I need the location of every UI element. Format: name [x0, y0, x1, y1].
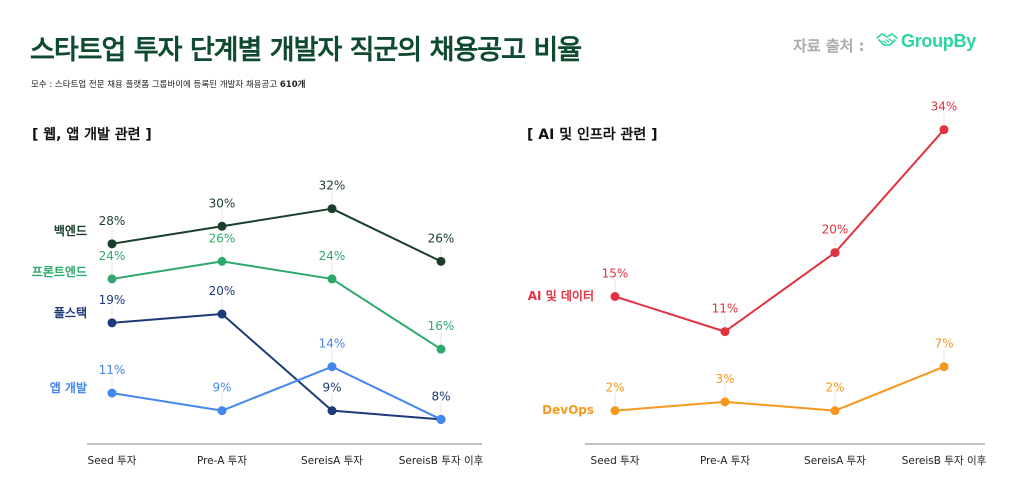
data-point: [720, 397, 730, 407]
data-point: [217, 309, 227, 319]
x-tick-label: SereisB 투자 이후: [902, 455, 987, 467]
data-point: [830, 406, 840, 416]
series-1: 28% 30% 32% 26% 백엔드: [54, 179, 454, 266]
data-point: [610, 291, 620, 301]
data-point: [436, 256, 446, 266]
data-label: 14%: [319, 337, 346, 351]
data-label: 24%: [319, 249, 346, 263]
x-tick-label: SereisA 투자: [301, 455, 363, 467]
groupby-logo-text: GroupBy: [901, 31, 976, 51]
data-label: 9%: [322, 381, 341, 395]
web-app-chart: Seed 투자 Pre-A 투자 SereisA 투자 SereisB 투자 이후 28…: [32, 179, 484, 467]
series-2: 2% 3% 2% 7% DevOps: [542, 337, 953, 417]
sample-size-text: 모수 : 스타트업 전문 채용 플랫폼 그룹바이에 등록된 개발자 채용공고: [31, 80, 280, 90]
data-point: [217, 256, 227, 266]
data-label: 7%: [934, 337, 953, 351]
data-point: [327, 274, 337, 284]
data-label: 11%: [712, 302, 739, 316]
data-label: 11%: [99, 363, 126, 377]
data-point: [939, 362, 949, 372]
data-label: 2%: [605, 381, 624, 395]
data-label: 28%: [99, 214, 126, 228]
data-point: [327, 204, 337, 214]
ai-infra-section-title: [ AI 및 인프라 관련 ]: [527, 127, 658, 143]
series-1: 15% 11% 20% 34% AI 및 데이터: [528, 100, 958, 337]
series-label: DevOps: [542, 403, 594, 417]
web-app-section-title: [ 웹, 앱 개발 관련 ]: [32, 127, 152, 143]
series-line: [111, 207, 442, 263]
source-label: 자료 출처 :: [793, 37, 865, 55]
data-label: 30%: [209, 196, 236, 210]
data-point: [217, 221, 227, 231]
data-label: 2%: [825, 381, 844, 395]
data-point: [830, 248, 840, 258]
data-point: [720, 327, 730, 337]
data-label: 20%: [209, 284, 236, 298]
groupby-logo: GroupBy: [876, 31, 976, 52]
x-tick-label: SereisA 투자: [804, 455, 866, 467]
series-2: 24% 26% 24% 16% 프론트엔드: [32, 231, 455, 354]
series-line: [111, 365, 442, 421]
data-point: [107, 318, 117, 328]
page-title: 스타트업 투자 단계별 개발자 직군의 채용공고 비율: [30, 35, 582, 66]
series-3: 19% 20% 9% 8% 풀스택: [54, 284, 451, 424]
data-point: [107, 239, 117, 249]
data-label: 24%: [99, 249, 126, 263]
sample-size-note: 모수 : 스타트업 전문 채용 플랫폼 그룹바이에 등록된 개발자 채용공고 6…: [31, 78, 305, 90]
series-line: [614, 365, 945, 412]
x-tick-label: Pre-A 투자: [197, 455, 247, 467]
series-label: 풀스택: [54, 305, 87, 320]
data-point: [436, 414, 446, 424]
series-label: 앱 개발: [50, 380, 87, 395]
data-label: 26%: [428, 231, 455, 245]
data-point: [217, 406, 227, 416]
data-label: 8%: [431, 389, 450, 403]
data-label: 34%: [931, 100, 958, 114]
data-point: [107, 388, 117, 398]
x-tick-label: Pre-A 투자: [700, 455, 750, 467]
data-point: [327, 362, 337, 372]
series-label: 프론트엔드: [32, 264, 87, 279]
x-tick-label: Seed 투자: [591, 455, 640, 467]
handshake-icon: [876, 32, 898, 52]
series-line: [111, 313, 442, 421]
data-label: 19%: [99, 293, 126, 307]
series-line: [111, 260, 442, 351]
series-label: 백엔드: [54, 223, 87, 238]
x-tick-label: Seed 투자: [88, 455, 137, 467]
data-point: [939, 125, 949, 135]
ai-infra-chart: Seed 투자 Pre-A 투자 SereisA 투자 SereisB 투자 이후 15…: [528, 100, 987, 467]
series-line: [614, 129, 945, 333]
series-label: AI 및 데이터: [528, 288, 594, 303]
data-label: 15%: [602, 266, 629, 280]
data-label: 16%: [428, 319, 455, 333]
data-point: [610, 406, 620, 416]
sample-size-count: 610개: [279, 80, 306, 90]
data-point: [327, 406, 337, 416]
data-label: 20%: [822, 223, 849, 237]
data-label: 9%: [212, 381, 231, 395]
series-4: 11% 9% 14% 앱 개발: [50, 337, 446, 424]
data-point: [107, 274, 117, 284]
data-label: 3%: [715, 372, 734, 386]
data-label: 26%: [209, 231, 236, 245]
data-point: [436, 344, 446, 354]
data-label: 32%: [319, 179, 346, 193]
x-tick-label: SereisB 투자 이후: [399, 455, 484, 467]
